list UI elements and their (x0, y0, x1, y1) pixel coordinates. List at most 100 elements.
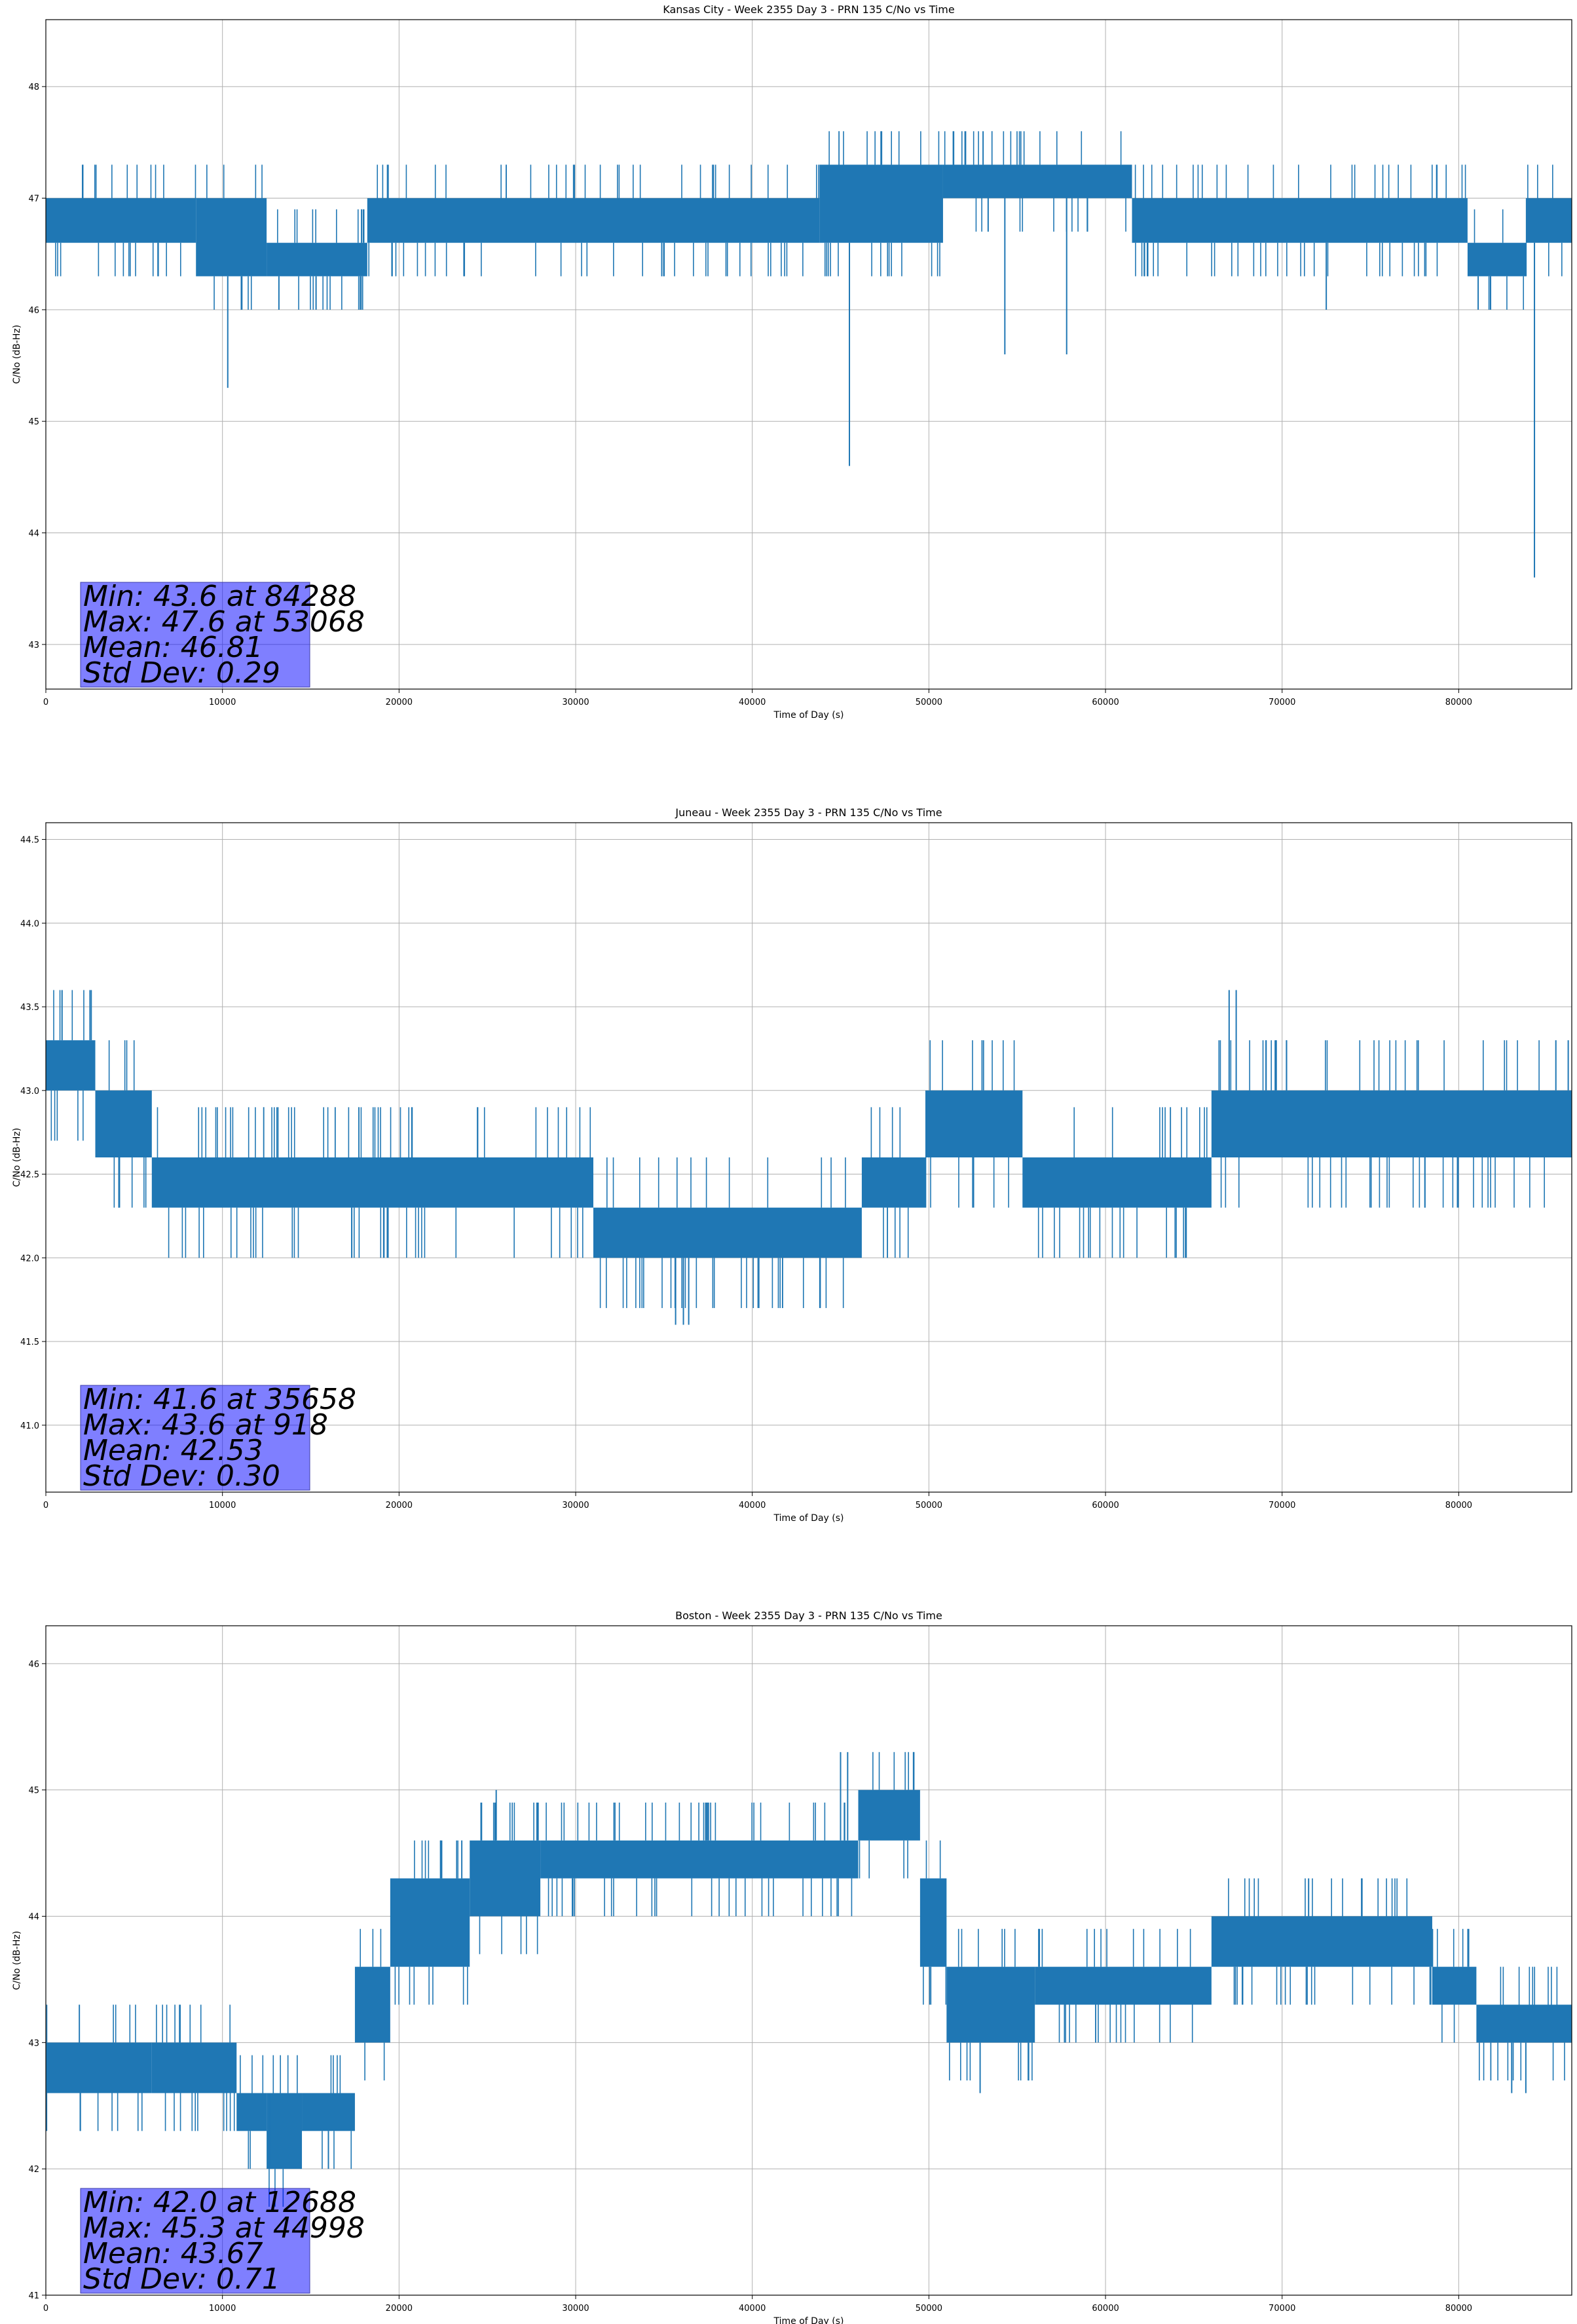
stats-max: Max: 45.3 at 44998 (83, 2211, 365, 2245)
signal-band (267, 2093, 303, 2169)
signal-band (196, 198, 267, 276)
stats-mean: Mean: 43.67 (83, 2237, 263, 2270)
y-tick-label: 42.0 (20, 1254, 39, 1264)
y-tick-label: 42 (28, 2165, 39, 2175)
x-tick-label: 50000 (916, 2304, 942, 2314)
signal-band (46, 1040, 96, 1091)
x-tick-label: 70000 (1269, 2304, 1295, 2314)
signal-band (1467, 242, 1526, 276)
axes-frame (45, 19, 1572, 690)
signal-band (540, 1840, 859, 1879)
x-tick-label: 80000 (1445, 2304, 1472, 2314)
stats-min: Min: 41.6 at 35658 (83, 1383, 356, 1416)
y-tick-label: 41.0 (20, 1421, 39, 1431)
y-axis-label: C/No (dB-Hz) (12, 1931, 22, 1990)
stats-min: Min: 43.6 at 84288 (83, 580, 356, 613)
x-axis-label: Time of Day (s) (773, 2316, 844, 2324)
y-axis-label: C/No (dB-Hz) (12, 325, 22, 384)
signal-band (1022, 1157, 1212, 1208)
y-tick-label: 44.5 (20, 836, 39, 846)
chart-title: Kansas City - Week 2355 Day 3 - PRN 135 … (663, 3, 954, 16)
axes-frame (45, 822, 1572, 1493)
x-tick-label: 50000 (916, 698, 942, 707)
signal-band (354, 1966, 390, 2043)
signal-band (95, 1090, 152, 1157)
x-tick-label: 80000 (1445, 698, 1472, 707)
axes-frame (45, 1625, 1572, 2296)
signal-band (593, 1207, 862, 1258)
chart-title: Juneau - Week 2355 Day 3 - PRN 135 C/No … (675, 806, 942, 819)
signal-band (919, 1878, 947, 1967)
signal-band (861, 1157, 925, 1208)
stats-std-dev: Std Dev: 0.29 (83, 656, 280, 690)
signal-band (1476, 2004, 1572, 2043)
signal-band (1035, 1966, 1212, 2005)
x-tick-label: 0 (43, 698, 48, 707)
y-tick-label: 41 (28, 2291, 39, 2301)
x-tick-label: 30000 (562, 1501, 589, 1510)
signal-band (1525, 198, 1572, 243)
signal-band (151, 2042, 237, 2093)
x-axis-label: Time of Day (s) (773, 710, 844, 721)
stats-box (80, 582, 310, 688)
chart-panel-2: 0 10000 20000 30000 40000 50000 60000 70000 8000… (12, 806, 1572, 1524)
y-tick-label: 44 (28, 529, 39, 539)
x-tick-label: 70000 (1269, 698, 1295, 707)
x-tick-label: 20000 (386, 2304, 413, 2314)
stats-std-dev: Std Dev: 0.30 (83, 1459, 280, 1493)
chart-panel-3: 0 10000 20000 30000 40000 50000 60000 70000 8000… (12, 1609, 1572, 2324)
x-tick-label: 60000 (1092, 2304, 1119, 2314)
y-tick-label: 47 (28, 195, 39, 204)
y-tick-label: 45 (28, 1786, 39, 1796)
signal-band (470, 1840, 541, 1917)
x-tick-label: 0 (43, 1501, 48, 1510)
stats-max: Max: 43.6 at 918 (83, 1408, 328, 1442)
x-axis-label: Time of Day (s) (773, 1513, 844, 1524)
stats-box (80, 1385, 310, 1491)
y-tick-label: 43 (28, 641, 39, 650)
stats-box (80, 2188, 310, 2294)
x-tick-label: 60000 (1092, 698, 1119, 707)
y-tick-label: 44.0 (20, 919, 39, 929)
y-tick-label: 42.5 (20, 1171, 39, 1180)
signal-band (1211, 1916, 1432, 1967)
y-tick-label: 43 (28, 2038, 39, 2048)
y-tick-label: 45 (28, 417, 39, 427)
stats-std-dev: Std Dev: 0.71 (83, 2262, 280, 2296)
x-tick-label: 10000 (209, 698, 236, 707)
signal-band (946, 1966, 1035, 2043)
x-tick-label: 20000 (386, 1501, 413, 1510)
signal-band (1211, 1090, 1572, 1157)
stats-mean: Mean: 42.53 (83, 1434, 263, 1467)
x-tick-label: 40000 (739, 1501, 766, 1510)
signal-band (151, 1157, 593, 1208)
chart-title: Boston - Week 2355 Day 3 - PRN 135 C/No … (675, 1609, 942, 1622)
signal-band (302, 2093, 355, 2131)
y-tick-label: 44 (28, 1913, 39, 1922)
y-tick-label: 46 (28, 306, 39, 316)
signal-band (267, 242, 367, 276)
cno-series-line (46, 131, 1572, 578)
signal-band (46, 198, 196, 243)
signal-band (236, 2093, 267, 2131)
chart-panel-1: 0 10000 20000 30000 40000 50000 60000 70000 8000… (12, 3, 1572, 721)
y-tick-label: 41.5 (20, 1338, 39, 1347)
y-tick-label: 46 (28, 1660, 39, 1670)
x-tick-label: 70000 (1269, 1501, 1295, 1510)
stats-max: Max: 47.6 at 53068 (83, 605, 365, 639)
signal-band (1132, 198, 1468, 243)
stats-mean: Mean: 46.81 (83, 631, 263, 664)
cno-series-line (46, 1752, 1572, 2207)
signal-band (925, 1090, 1023, 1157)
x-tick-label: 80000 (1445, 1501, 1472, 1510)
signal-band (390, 1878, 470, 1967)
x-tick-label: 30000 (562, 698, 589, 707)
y-tick-label: 48 (28, 83, 39, 92)
x-tick-label: 40000 (739, 2304, 766, 2314)
y-tick-label: 43.5 (20, 1003, 39, 1013)
x-tick-label: 20000 (386, 698, 413, 707)
y-axis-label: C/No (dB-Hz) (12, 1128, 22, 1187)
stats-min: Min: 42.0 at 12688 (83, 2186, 356, 2219)
x-tick-label: 10000 (209, 1501, 236, 1510)
